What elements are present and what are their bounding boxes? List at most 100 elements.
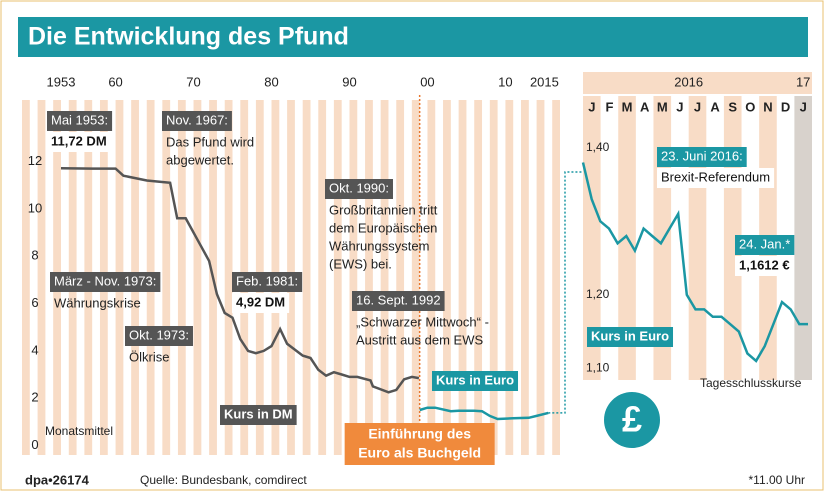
stripe xyxy=(411,100,420,455)
stripe xyxy=(536,100,545,455)
stripe xyxy=(443,100,451,455)
label-box xyxy=(657,147,747,167)
stripe xyxy=(193,100,202,455)
x-tick-label: J xyxy=(694,99,701,114)
stripe xyxy=(396,100,405,455)
x-tick-label: D xyxy=(781,99,790,114)
y-tick-label: 1,40 xyxy=(586,140,610,154)
stripe xyxy=(365,100,373,455)
label-text: 4,92 DM xyxy=(236,294,285,309)
x-tick-label: 80 xyxy=(264,74,278,89)
x-tick-label: 90 xyxy=(342,74,356,89)
x-tick-label: 1953 xyxy=(47,74,76,89)
label-text: 23. Juni 2016: xyxy=(661,148,743,163)
label-box xyxy=(125,326,193,346)
label-text: 24. Jan.* xyxy=(739,236,790,251)
annotation-text: Währungssystem xyxy=(329,238,429,253)
label-text: Feb. 1981: xyxy=(236,273,298,288)
stripe xyxy=(380,100,389,455)
label-box xyxy=(325,179,393,199)
annotation-text: Austritt aus dem EWS xyxy=(356,332,483,347)
label-box xyxy=(657,168,775,188)
annotation-text: Großbritannien tritt xyxy=(329,202,438,217)
stripe xyxy=(474,100,483,455)
title-banner xyxy=(18,17,808,57)
label-text: Kurs in DM xyxy=(224,406,293,421)
series-line xyxy=(60,166,420,394)
x-tick-label: M xyxy=(622,99,633,114)
label-box xyxy=(432,371,519,391)
x-tick-label: J xyxy=(676,99,683,114)
annotation-text: dem Europäischen xyxy=(329,220,437,235)
x-tick-label: N xyxy=(763,99,772,114)
y-tick-label: 1,10 xyxy=(586,360,610,374)
label-box xyxy=(50,272,161,292)
label-text: Okt. 1973: xyxy=(129,327,189,342)
label-box xyxy=(352,291,445,311)
label-text: 11,72 DM xyxy=(51,133,107,148)
y-tick-label: 6 xyxy=(31,295,38,310)
annotation-text: „Schwarzer Mittwoch“ - xyxy=(356,314,489,329)
label-text: Brexit-Referendum xyxy=(661,169,770,184)
unit-note: Tagesschlusskurse xyxy=(700,376,802,390)
x-tick-label: 60 xyxy=(108,74,122,89)
label-text: Nov. 1967: xyxy=(166,112,228,127)
stripe xyxy=(458,100,467,455)
annotation-text: (EWS) bei. xyxy=(329,256,392,271)
annotation-text: abgewertet. xyxy=(166,152,234,167)
footnote: *11.00 Uhr xyxy=(749,473,805,487)
year-strip xyxy=(583,72,812,94)
x-tick-label: 00 xyxy=(420,74,434,89)
pound-icon xyxy=(604,392,660,448)
label-box xyxy=(735,256,794,276)
stripe xyxy=(794,96,812,380)
agency: dpa•26174 xyxy=(25,472,90,487)
annotation-text: Währungskrise xyxy=(54,295,141,310)
y-tick-label: 2 xyxy=(31,390,38,405)
year-label: 17 xyxy=(796,74,810,89)
label-box xyxy=(162,111,232,131)
stripe xyxy=(162,100,171,455)
label-box xyxy=(735,235,795,255)
annotation-text: Das Pfund wird xyxy=(166,134,254,149)
label-text: März - Nov. 1973: xyxy=(54,273,156,288)
label-box xyxy=(587,327,674,347)
y-tick-label: 12 xyxy=(28,153,42,168)
series-line xyxy=(419,406,549,421)
connector xyxy=(548,171,583,414)
stripe xyxy=(489,100,498,455)
label-box xyxy=(232,293,290,313)
x-tick-label: 2015 xyxy=(530,74,559,89)
stripe xyxy=(224,100,233,455)
stripe xyxy=(583,96,601,380)
series-line xyxy=(581,162,808,363)
stripe xyxy=(333,100,342,455)
label-text: Kurs in Euro xyxy=(591,328,669,343)
label-text: Kurs in Euro xyxy=(436,372,514,387)
x-tick-label: J xyxy=(800,99,807,114)
stripe xyxy=(552,100,560,455)
stripe xyxy=(349,100,358,455)
stripe xyxy=(521,100,529,455)
y-tick-label: 4 xyxy=(31,342,38,357)
euro-intro-text: Einführung des xyxy=(368,426,471,442)
x-tick-label: M xyxy=(657,99,668,114)
stripe xyxy=(177,100,186,455)
label-box xyxy=(47,132,111,152)
label-box xyxy=(220,405,297,425)
stripe xyxy=(688,96,707,380)
y-tick-label: 10 xyxy=(28,200,42,215)
stripe xyxy=(22,100,30,455)
label-text: Mai 1953: xyxy=(51,112,108,127)
label-text: 16. Sept. 1992 xyxy=(356,292,441,307)
annotation-text: Ölkrise xyxy=(129,349,169,364)
y-tick-label: 1,20 xyxy=(586,287,610,301)
unit-note: Monatsmittel xyxy=(45,424,113,438)
label-text: Okt. 1990: xyxy=(329,180,389,195)
stripe xyxy=(427,100,436,455)
stripe xyxy=(505,100,514,455)
year-label: 2016 xyxy=(674,74,703,89)
stripe xyxy=(37,100,46,455)
y-tick-label: 0 xyxy=(31,437,38,452)
